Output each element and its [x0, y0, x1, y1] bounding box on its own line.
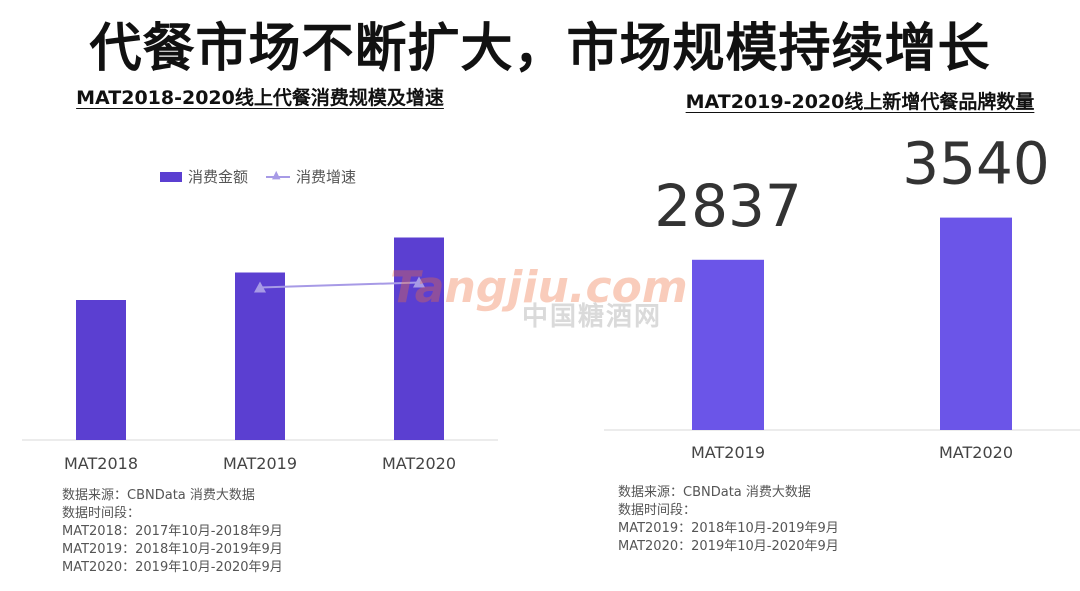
- legend-item-amount: 消费金额: [160, 166, 248, 187]
- left-x-tick: MAT2019: [223, 454, 297, 473]
- left-source-line: MAT2019：2018年10月-2019年9月: [62, 542, 283, 557]
- left-chart-title: MAT2018-2020线上代餐消费规模及增速: [76, 87, 444, 109]
- right-bar: [692, 259, 764, 430]
- legend-bar-swatch: [160, 171, 182, 182]
- left-growth-point: [413, 276, 425, 288]
- right-source-line: MAT2019：2018年10月-2019年9月: [618, 521, 839, 536]
- left-source-line: MAT2020：2019年10月-2020年9月: [62, 560, 283, 575]
- right-data-label: 3540: [902, 130, 1050, 198]
- page-title: 代餐市场不断扩大，市场规模持续增长: [89, 19, 991, 79]
- right-x-tick: MAT2020: [939, 443, 1013, 462]
- left-bar: [235, 272, 285, 440]
- legend-line-label: 消费增速: [296, 168, 357, 186]
- right-source-note: 数据来源：CBNData 消费大数据 数据时间段： MAT2019：2018年1…: [618, 484, 839, 556]
- left-bar: [76, 300, 126, 440]
- legend-bar-label: 消费金额: [188, 168, 249, 186]
- watermark-en: Tangjiu.com: [390, 262, 688, 313]
- left-x-tick: MAT2020: [382, 454, 456, 473]
- left-bar: [394, 237, 444, 440]
- watermark-cn: 中国糖酒网: [522, 302, 663, 332]
- left-source-line: 数据来源：CBNData 消费大数据: [62, 488, 255, 503]
- legend-item-growth: 消费增速: [266, 166, 356, 187]
- right-data-label: 2837: [654, 172, 802, 240]
- left-source-line: MAT2018：2017年10月-2018年9月: [62, 524, 283, 539]
- left-x-tick: MAT2018: [64, 454, 138, 473]
- right-source-line: 数据来源：CBNData 消费大数据: [618, 485, 811, 500]
- right-chart-title: MAT2019-2020线上新增代餐品牌数量: [685, 91, 1035, 113]
- right-bar: [940, 217, 1012, 430]
- legend-line-swatch: [266, 168, 291, 183]
- left-growth-line: [259, 281, 420, 289]
- left-legend: 消费金额 消费增速: [160, 166, 356, 187]
- right-x-tick: MAT2019: [691, 443, 765, 462]
- left-source-line: 数据时间段：: [62, 506, 141, 521]
- left-growth-point: [254, 281, 266, 293]
- left-source-note: 数据来源：CBNData 消费大数据 数据时间段： MAT2018：2017年1…: [62, 487, 283, 577]
- right-source-line: 数据时间段：: [618, 503, 697, 518]
- right-source-line: MAT2020：2019年10月-2020年9月: [618, 539, 839, 554]
